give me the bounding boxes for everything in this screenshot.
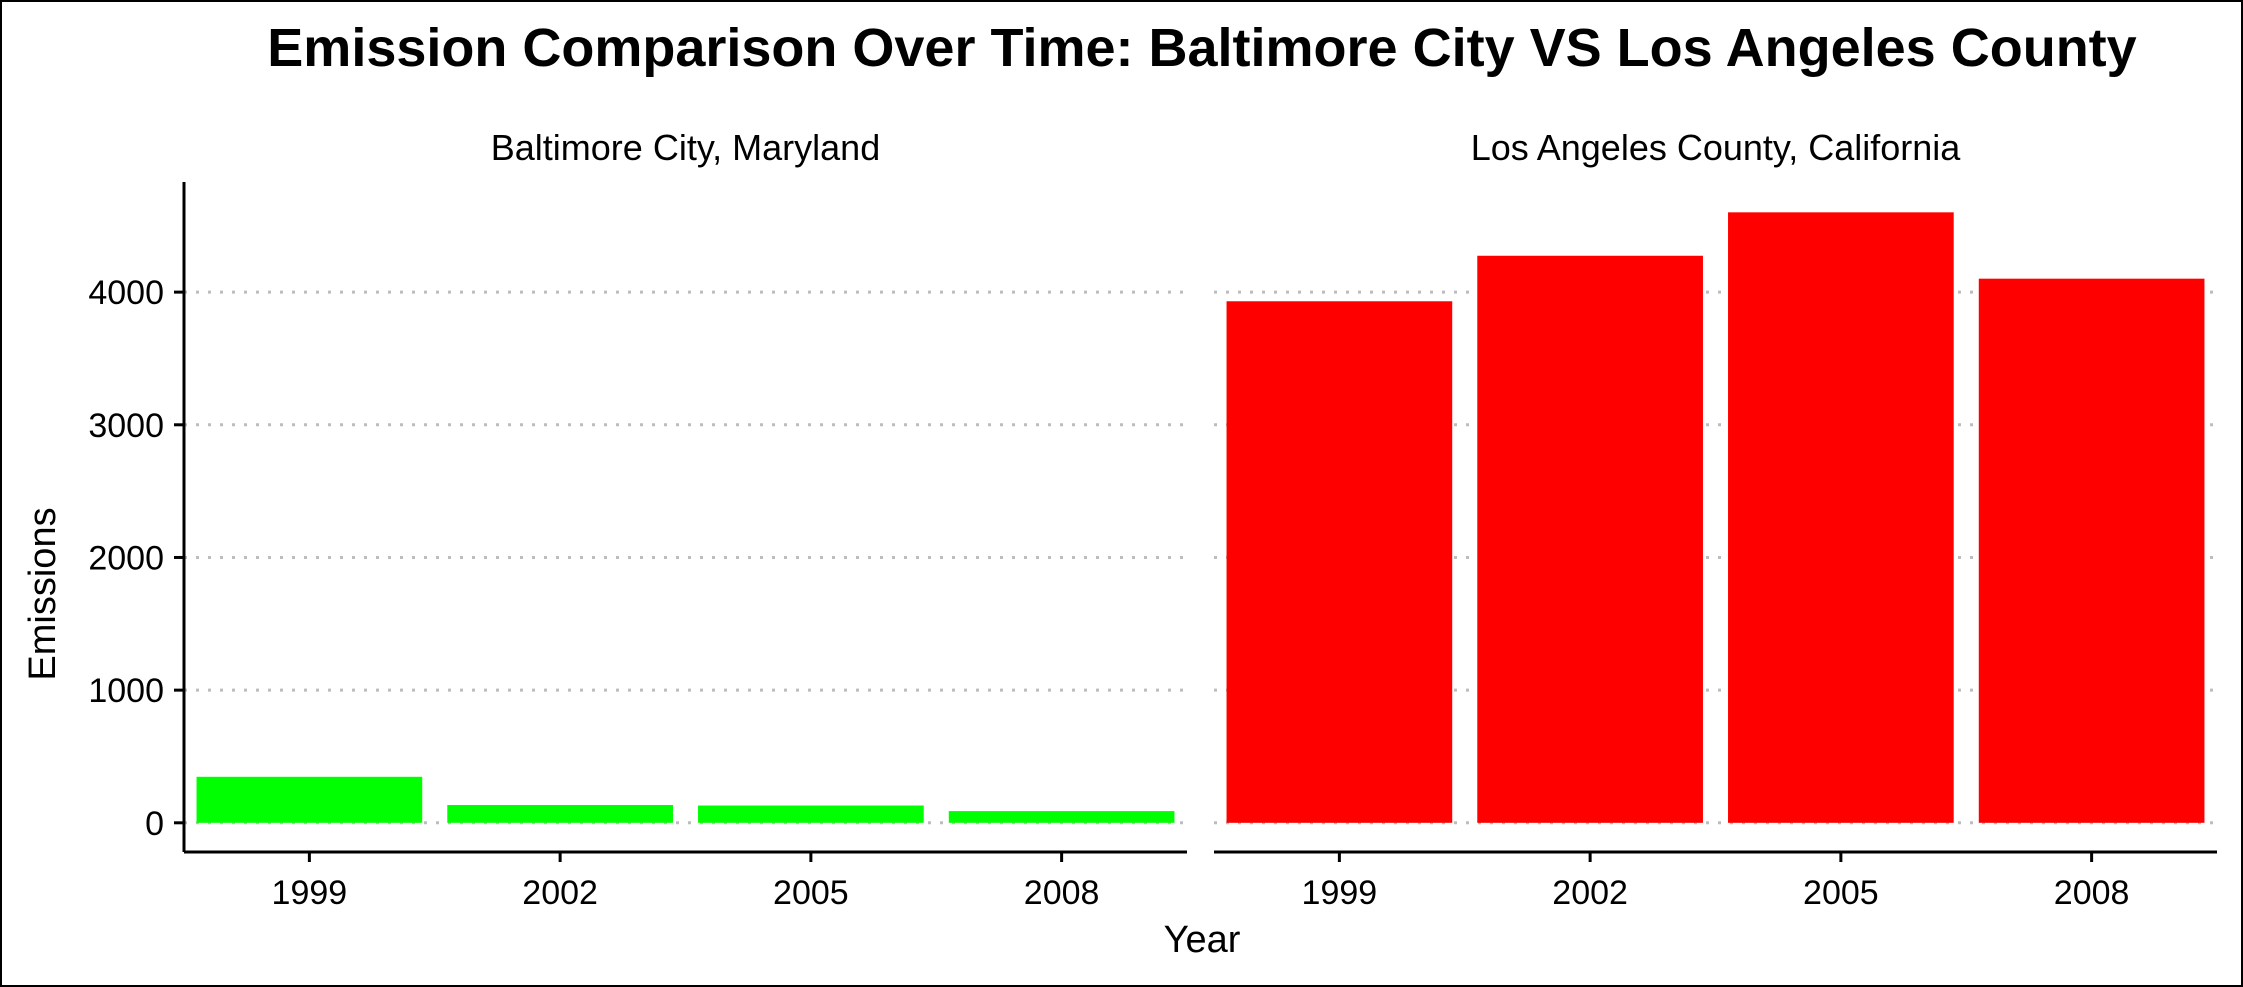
x-tick-label: 2005 (773, 874, 849, 912)
bar-2005 (698, 805, 924, 823)
y-axis-title: Emissions (22, 507, 64, 680)
x-tick-label: 2008 (1024, 874, 1100, 912)
x-tick-label: 1999 (1302, 874, 1378, 912)
y-tick-label: 0 (145, 805, 164, 843)
x-tick-label: 2008 (2054, 874, 2130, 912)
bar-2008 (948, 811, 1175, 823)
bar-1999 (196, 776, 423, 823)
bar-2008 (1978, 278, 2205, 823)
x-tick-label: 1999 (272, 874, 348, 912)
panels: Baltimore City, Maryland 1999 2002 2005 2008… (88, 127, 2217, 912)
chart-title: Emission Comparison Over Time: Baltimore… (267, 18, 2136, 78)
panel-2: Los Angeles County, California 1999 2002 20… (1214, 127, 2217, 912)
bar-2002 (1477, 255, 1703, 823)
panel-strip-label: Baltimore City, Maryland (491, 127, 880, 168)
panel-strip-label: Los Angeles County, California (1471, 127, 1962, 168)
bar-2002 (447, 804, 673, 823)
panel-1: Baltimore City, Maryland 1999 2002 2005 2008… (88, 127, 1187, 912)
y-tick-label: 3000 (88, 407, 164, 445)
y-tick-label: 2000 (88, 539, 164, 577)
x-tick-label: 2002 (1552, 874, 1628, 912)
bar-2005 (1728, 212, 1954, 823)
x-axis-title: Year (1164, 919, 1241, 961)
x-tick-label: 2002 (522, 874, 598, 912)
y-tick-label: 4000 (88, 274, 164, 312)
x-tick-label: 2005 (1803, 874, 1879, 912)
y-tick-label: 1000 (88, 672, 164, 710)
bar-1999 (1226, 301, 1453, 823)
